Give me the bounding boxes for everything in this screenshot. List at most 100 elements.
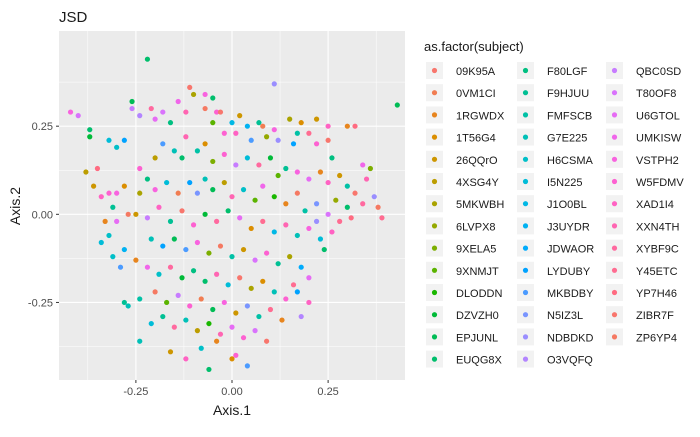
data-point	[252, 328, 258, 334]
data-point	[244, 303, 250, 309]
data-points	[67, 56, 400, 373]
legend-label: EPJUNL	[456, 332, 498, 344]
legend-label: FMFSCB	[547, 110, 592, 122]
data-point	[121, 183, 127, 189]
legend-label: F80LGF	[547, 66, 588, 78]
data-point	[167, 264, 174, 270]
data-point	[152, 187, 158, 193]
data-point	[306, 176, 312, 182]
data-point	[325, 123, 331, 129]
data-point	[179, 155, 185, 161]
data-point	[360, 162, 366, 168]
data-point	[98, 194, 104, 200]
legend-marker	[611, 289, 618, 296]
y-tick-label: -0.25	[28, 297, 53, 309]
legend-marker	[431, 67, 438, 74]
data-point	[313, 141, 320, 147]
data-point	[144, 56, 151, 62]
legend-marker	[611, 312, 618, 318]
data-point	[167, 349, 174, 355]
data-point	[148, 320, 154, 327]
legend-label: JDWAOR	[547, 244, 594, 256]
data-point	[221, 151, 227, 157]
data-point	[221, 130, 227, 136]
data-point	[237, 215, 243, 221]
data-point	[248, 225, 254, 232]
data-point	[271, 81, 277, 87]
data-point	[344, 183, 350, 189]
data-point	[329, 229, 335, 235]
legend-label: VSTPH2	[636, 155, 679, 167]
legend-marker	[522, 90, 529, 96]
data-point	[244, 123, 250, 129]
data-point	[137, 338, 143, 344]
data-point	[252, 257, 258, 263]
data-point	[298, 313, 304, 320]
data-point	[240, 187, 247, 193]
data-point	[167, 120, 174, 126]
data-point	[210, 187, 216, 193]
legend-marker	[522, 156, 529, 162]
legend-marker	[611, 156, 618, 162]
legend-marker	[431, 223, 438, 229]
y-tick-label: 0.00	[32, 209, 53, 221]
data-point	[148, 105, 154, 112]
data-point	[210, 95, 216, 101]
data-point	[313, 116, 320, 122]
legend-label: XAD1I4	[636, 199, 674, 211]
y-axis-label: Axis.2	[7, 187, 23, 225]
data-point	[394, 102, 400, 108]
data-point	[171, 236, 177, 242]
data-point	[148, 236, 154, 242]
legend-label: QBC0SD	[636, 66, 681, 78]
data-point	[210, 120, 216, 126]
legend-marker	[611, 90, 618, 96]
data-point	[244, 363, 250, 369]
data-point	[117, 264, 124, 270]
data-point	[102, 218, 108, 224]
data-point	[229, 356, 235, 362]
legend-label: J1O0BL	[547, 199, 587, 211]
data-point	[214, 109, 220, 115]
data-point	[106, 190, 112, 196]
legend-label: MKBDBY	[547, 288, 594, 300]
data-point	[187, 179, 193, 186]
data-point	[202, 91, 208, 98]
data-point	[337, 172, 343, 179]
data-point	[144, 176, 151, 182]
data-point	[225, 282, 231, 288]
legend-label: 26QQrO	[456, 155, 498, 167]
data-point	[275, 137, 281, 143]
data-point	[248, 285, 254, 291]
legend-label: I5N225	[547, 177, 582, 189]
data-point	[313, 218, 320, 224]
x-tick-label: 0.25	[317, 386, 338, 398]
data-point	[121, 137, 127, 143]
data-point	[221, 179, 227, 186]
legend-marker	[522, 334, 529, 340]
legend-marker	[522, 312, 529, 318]
legend-marker	[522, 289, 529, 296]
legend-marker	[522, 178, 529, 185]
data-point	[202, 141, 208, 147]
legend-label: UMKISW	[636, 133, 682, 145]
data-point	[267, 155, 274, 161]
data-point	[198, 296, 204, 302]
data-point	[333, 197, 339, 203]
data-point	[294, 289, 300, 295]
data-point	[256, 162, 262, 168]
data-point	[144, 264, 151, 270]
data-point	[160, 243, 166, 249]
data-point	[302, 208, 308, 214]
data-point	[187, 303, 193, 309]
legend-label: H6CSMA	[547, 155, 594, 167]
data-point	[264, 338, 270, 344]
legend-label: ZIBR7F	[636, 310, 674, 322]
data-point	[317, 169, 324, 175]
data-point	[94, 165, 101, 172]
data-point	[264, 250, 270, 256]
data-point	[175, 98, 181, 105]
data-point	[229, 194, 235, 200]
data-point	[287, 116, 293, 122]
